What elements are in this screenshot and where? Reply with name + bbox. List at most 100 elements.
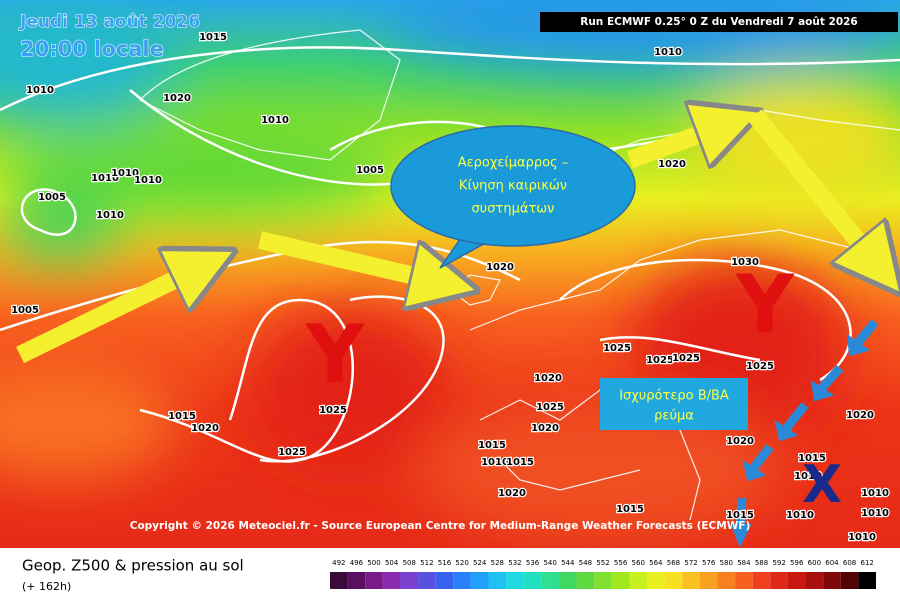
- isobar-label: 1015: [478, 440, 506, 451]
- isobar-labels: 1015101010101020101010101010101010051010…: [10, 31, 890, 545]
- isobar-label: 1010: [481, 457, 509, 468]
- bubble-line: Κίνηση καιρικών: [459, 179, 567, 194]
- isobar-label: 1030: [731, 257, 759, 268]
- scale-label: 516: [438, 559, 452, 567]
- run-info: Run ECMWF 0.25° 0 Z du Vendredi 7 août 2…: [580, 16, 858, 28]
- isobar-label: 1015: [199, 32, 227, 43]
- scale-label: 556: [614, 559, 628, 567]
- flow-arrows: [730, 319, 879, 548]
- scale-swatch: [523, 572, 542, 589]
- scale-swatch: [453, 572, 471, 589]
- color-scale: 492 496 500 504 508 512 516 520 524 528 532 536 540 5…: [330, 559, 876, 589]
- scale-label: 608: [843, 559, 856, 567]
- isobar-label: 1010: [261, 115, 289, 126]
- bubble-line: συστημάτων: [472, 202, 555, 217]
- isobar-label: 1010: [91, 173, 119, 184]
- scale-swatch: [805, 572, 824, 589]
- isobar-label: 1010: [786, 510, 814, 521]
- scale-label: 500: [367, 559, 380, 567]
- isobar-label: 1015: [168, 411, 196, 422]
- scale-label: 508: [403, 559, 416, 567]
- scale-swatch: [699, 572, 718, 589]
- scale-swatch: [647, 572, 665, 589]
- scale-swatch: [823, 572, 841, 589]
- flow-box-line: ρεύμα: [654, 409, 694, 424]
- isobar-label: 1025: [646, 355, 674, 366]
- scale-label: 564: [649, 559, 663, 567]
- low-letter: X: [802, 455, 842, 515]
- scale-label: 604: [825, 559, 839, 567]
- valid-time: 20:00 locale: [20, 37, 164, 61]
- footer-title: Geop. Z500 & pression au sol: [22, 557, 244, 575]
- scale-swatch: [664, 572, 683, 589]
- scale-swatch: [541, 572, 559, 589]
- copyright: Copyright © 2026 Meteociel.fr - Source E…: [130, 520, 751, 532]
- bubble-line: Αεροχείμαρρος –: [458, 156, 569, 171]
- isobar-label: 1005: [11, 305, 39, 316]
- scale-label: 532: [508, 559, 521, 567]
- run-banner: [540, 12, 898, 32]
- scale-swatch: [576, 572, 595, 589]
- valid-date: Jeudi 13 août 2026: [19, 12, 200, 32]
- scale-label: 596: [790, 559, 804, 567]
- isobar-label: 1010: [134, 175, 162, 186]
- jet-arrows: [16, 115, 880, 364]
- flow-box-line: Ισχυρότερο Β/ΒΑ: [619, 389, 729, 404]
- scale-swatch: [470, 572, 489, 589]
- scale-swatch: [840, 572, 859, 589]
- scale-swatch: [488, 572, 507, 589]
- isobars: [0, 46, 900, 463]
- scale-swatch: [629, 572, 648, 589]
- field: [0, 0, 900, 548]
- flow-box: [600, 378, 748, 430]
- isobar-label: 1020: [163, 93, 191, 104]
- isobar-label: 1025: [746, 361, 774, 372]
- scale-swatch: [752, 572, 771, 589]
- isobar-label: 1020: [534, 373, 562, 384]
- isobar-label: 1010: [654, 47, 682, 58]
- ridge-letter: Y: [735, 258, 795, 351]
- scale-label: 496: [350, 559, 364, 567]
- isobar-label: 1005: [38, 192, 66, 203]
- scale-label: 600: [808, 559, 821, 567]
- scale-label: 568: [667, 559, 680, 567]
- scale-swatch: [382, 572, 401, 589]
- scale-label: 576: [702, 559, 716, 567]
- scale-swatch: [330, 572, 348, 589]
- scale-label: 584: [737, 559, 751, 567]
- scale-label: 536: [526, 559, 540, 567]
- isobar-label: 1010: [96, 210, 124, 221]
- isobar-label: 1020: [531, 423, 559, 434]
- isobar-label: 1025: [603, 343, 631, 354]
- isobar-label: 1025: [536, 402, 564, 413]
- scale-swatch: [735, 572, 753, 589]
- isobar-label: 1005: [356, 165, 384, 176]
- scale-swatch: [682, 572, 700, 589]
- isobar-label: 1010: [861, 508, 889, 519]
- scale-label: 520: [455, 559, 468, 567]
- isobar-label: 1020: [726, 436, 754, 447]
- isobar-label: 1025: [319, 405, 347, 416]
- scale-swatch: [611, 572, 630, 589]
- isobar-label: 1010: [861, 488, 889, 499]
- scale-label: 492: [332, 559, 345, 567]
- scale-swatch: [418, 572, 436, 589]
- scale-swatch: [506, 572, 524, 589]
- isobar-label: 1015: [616, 504, 644, 515]
- scale-label: 592: [772, 559, 785, 567]
- scale-label: 572: [684, 559, 697, 567]
- isobar-label: 1010: [848, 532, 876, 543]
- isobar-label: 1020: [191, 423, 219, 434]
- scale-swatch: [858, 572, 876, 589]
- isobar-label: 1020: [846, 410, 874, 421]
- scale-swatch: [365, 572, 383, 589]
- scale-label: 552: [596, 559, 609, 567]
- isobar-label: 1015: [798, 453, 826, 464]
- scale-swatch: [558, 572, 577, 589]
- scale-label: 580: [720, 559, 733, 567]
- isobar-label: 1015: [506, 457, 534, 468]
- scale-label: 528: [491, 559, 504, 567]
- scale-label: 524: [473, 559, 487, 567]
- footer-lead: (+ 162h): [22, 580, 71, 593]
